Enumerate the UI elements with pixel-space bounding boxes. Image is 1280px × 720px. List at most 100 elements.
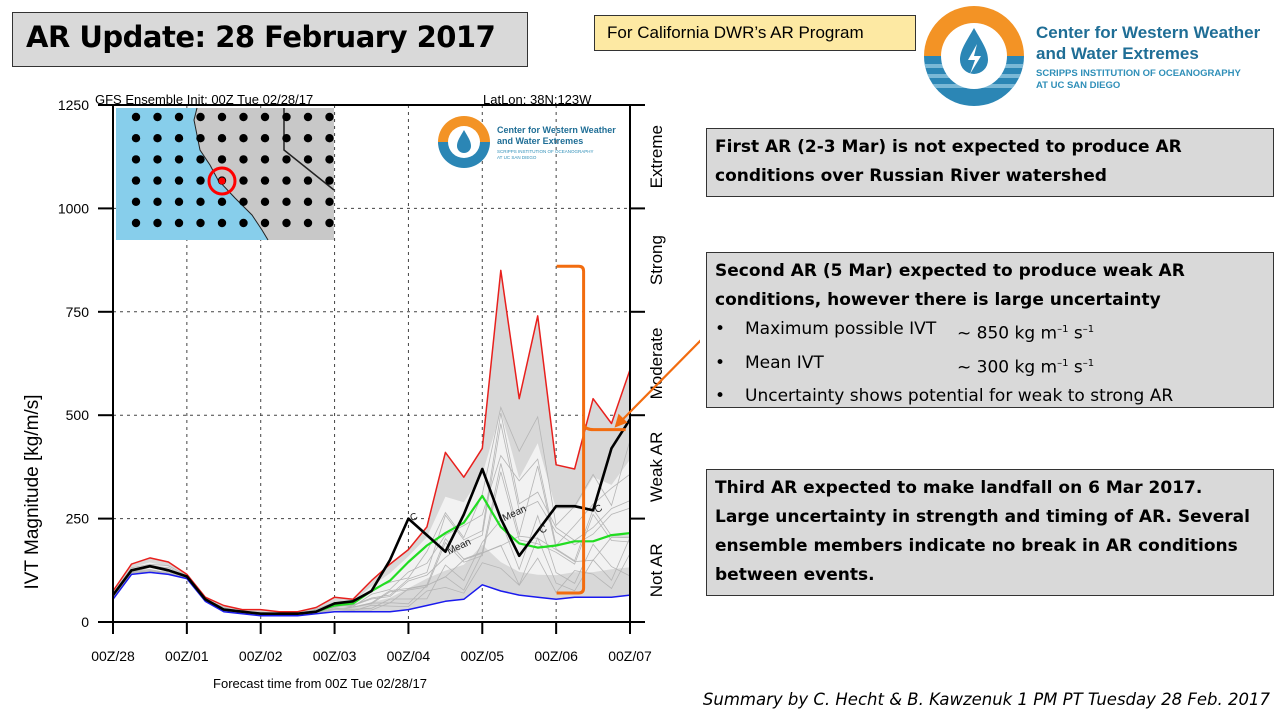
x-tick-label: 00Z/28 xyxy=(91,648,135,664)
grid-point xyxy=(196,197,205,206)
grid-point xyxy=(282,176,291,185)
grid-point xyxy=(303,176,313,185)
program-label-box: For California DWR’s AR Program xyxy=(594,15,916,51)
grid-point xyxy=(239,155,248,164)
grid-point xyxy=(239,134,248,143)
second-ar-line2: conditions, however there is large uncer… xyxy=(715,290,1161,310)
first-ar-line1: First AR (2-3 Mar) is not expected to pr… xyxy=(715,137,1182,157)
grid-point xyxy=(196,112,205,122)
grid-point xyxy=(239,176,248,185)
y-ticks: 0 250 500 750 1000 1250 xyxy=(58,97,113,630)
grid-point xyxy=(217,155,227,164)
grid-point xyxy=(260,134,270,143)
grid-point xyxy=(303,112,313,122)
first-ar-box: First AR (2-3 Mar) is not expected to pr… xyxy=(706,128,1274,197)
grid-point xyxy=(196,155,205,164)
category-label: Weak AR xyxy=(647,432,666,503)
category-label: Extreme xyxy=(647,125,666,188)
grid-point xyxy=(196,218,205,228)
summary-credit: Summary by C. Hecht & B. Kawzenuk 1 PM P… xyxy=(702,690,1270,709)
ivt-chart: GFS Ensemble Init: 00Z Tue 02/28/17 LatL… xyxy=(22,92,700,690)
grid-point xyxy=(282,155,291,164)
bullet-label: Uncertainty shows potential for weak to … xyxy=(745,386,1174,407)
grid-point xyxy=(325,197,334,206)
grid-point xyxy=(174,218,184,228)
grid-point xyxy=(196,134,205,143)
ensemble-inner-area xyxy=(113,411,630,615)
y-tick-label: 500 xyxy=(66,407,90,423)
chart-logo-drop-icon xyxy=(457,130,471,153)
grid-point xyxy=(260,197,270,206)
grid-point xyxy=(131,197,141,206)
grid-point xyxy=(153,176,162,185)
location-marker-icon xyxy=(207,166,237,196)
grid-point xyxy=(153,112,162,122)
grid-point xyxy=(303,197,313,206)
contour-label: C xyxy=(593,503,604,516)
uncertainty-bracket xyxy=(556,264,586,595)
annotation-arrow-head-icon xyxy=(614,413,628,428)
y-tick-label: 0 xyxy=(81,614,89,630)
bullet-label: Maximum possible IVT xyxy=(745,319,937,339)
y-tick-label: 250 xyxy=(66,511,90,527)
title-box: AR Update: 28 February 2017 xyxy=(12,12,528,67)
logo-title: Center for Western Weather and Water Ext… xyxy=(1036,22,1260,64)
grid-point xyxy=(239,197,248,206)
location-point xyxy=(218,177,226,185)
y-tick-label: 750 xyxy=(66,304,90,320)
category-label: Strong xyxy=(647,235,666,285)
bullet-value: ~ 850 kg m–1 s–1 xyxy=(957,323,1095,344)
grid-point xyxy=(282,197,291,206)
grid-point xyxy=(282,112,291,122)
grid-point xyxy=(131,134,141,143)
grid-point xyxy=(174,176,184,185)
logo-subtitle: SCRIPPS INSTITUTION OF OCEANOGRAPHY AT U… xyxy=(1036,68,1241,92)
chart-logo-line4: AT UC SAN DIEGO xyxy=(497,155,537,160)
grid-point xyxy=(303,134,313,143)
grid-point xyxy=(325,112,334,122)
y-tick-label: 1250 xyxy=(58,97,89,113)
second-ar-line1: Second AR (5 Mar) expected to produce we… xyxy=(715,261,1185,281)
grid-point xyxy=(260,155,270,164)
third-ar-line3: ensemble members indicate no break in AR… xyxy=(715,536,1238,556)
grid-point xyxy=(217,197,227,206)
grid-point xyxy=(282,134,291,143)
bullet-max-ivt: • Maximum possible IVT ~ 850 kg m–1 s–1 xyxy=(715,315,1273,349)
inset-ocean xyxy=(116,108,268,240)
grid-point xyxy=(239,218,248,228)
program-label: For California DWR’s AR Program xyxy=(607,23,864,42)
grid-point xyxy=(153,218,162,228)
grid-point xyxy=(174,155,184,164)
cw3e-logo: Center for Western Weather and Water Ext… xyxy=(922,4,1272,108)
grid-point xyxy=(131,112,141,122)
third-ar-line1: Third AR expected to make landfall on 6 … xyxy=(715,478,1203,498)
x-tick-label: 00Z/02 xyxy=(239,648,283,664)
grid-point xyxy=(217,112,227,122)
y-axis-label: IVT Magnitude [kg/m/s] xyxy=(22,394,43,589)
y-tick-label: 1000 xyxy=(58,200,89,216)
third-ar-line4: between events. xyxy=(715,565,875,585)
logo-line3: SCRIPPS INSTITUTION OF OCEANOGRAPHY xyxy=(1036,68,1241,79)
axes xyxy=(98,104,645,623)
chart-title: GFS Ensemble Init: 00Z Tue 02/28/17 xyxy=(95,92,313,107)
x-tick-label: 00Z/04 xyxy=(387,648,431,664)
grid-point xyxy=(303,155,313,164)
grid-point xyxy=(174,197,184,206)
grid-point xyxy=(303,218,313,228)
chart-logo-line1: Center for Western Weather xyxy=(497,125,616,135)
grid-point xyxy=(325,176,334,185)
grid-point xyxy=(239,112,248,122)
contour-label: C xyxy=(538,523,549,536)
grid-point xyxy=(325,218,334,228)
series-line-maximum xyxy=(112,269,631,613)
logo-line2: and Water Extremes xyxy=(1036,44,1199,63)
x-tick-label: 00Z/05 xyxy=(460,648,504,664)
grid-point xyxy=(217,134,227,143)
grid-point xyxy=(325,155,334,164)
x-tick-label: 00Z/07 xyxy=(608,648,652,664)
logo-line4: AT UC SAN DIEGO xyxy=(1036,80,1121,91)
x-tick-label: 00Z/06 xyxy=(534,648,578,664)
category-label: Moderate xyxy=(647,328,666,400)
bullet-icon: • xyxy=(715,352,726,373)
